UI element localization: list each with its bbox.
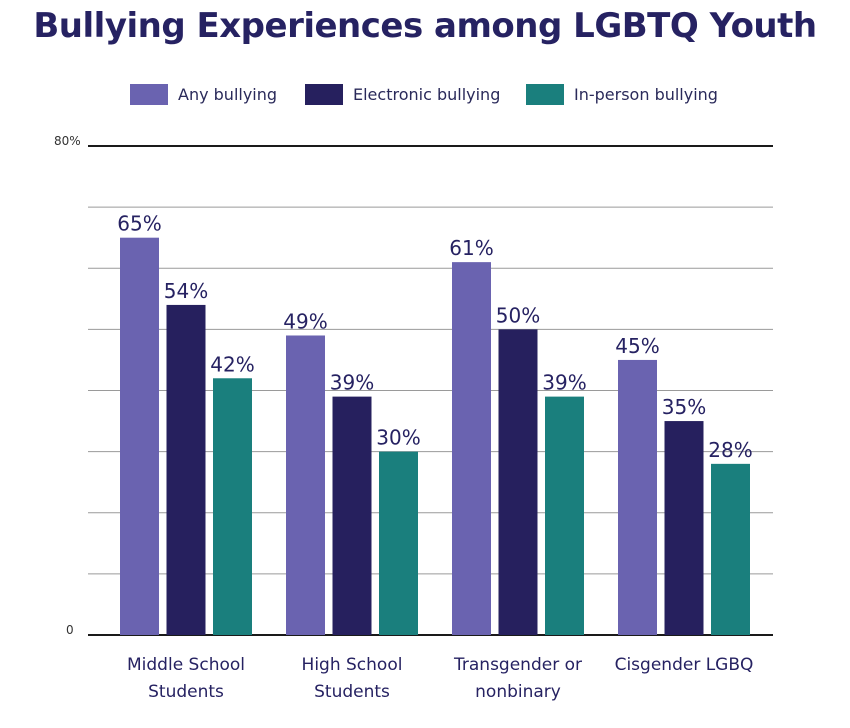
- bar-electronic: [166, 304, 206, 635]
- value-label-in-person: 42%: [210, 352, 254, 376]
- category-labels: Middle School Students High School Students…: [127, 655, 753, 702]
- value-label-any: 65%: [117, 212, 161, 236]
- y-tick-min: 0: [66, 623, 74, 637]
- value-label-in-person: 28%: [708, 438, 752, 462]
- bar-electronic: [332, 396, 372, 635]
- bar-in-person: [711, 463, 750, 635]
- category-label: High School Students: [302, 655, 403, 702]
- value-labels: 65% 54% 42% 49% 39% 30% 61% 50% 39% 45% 35%28%: [117, 212, 752, 462]
- value-label-electronic: 54%: [164, 279, 208, 303]
- category-label: Middle School Students: [127, 655, 245, 702]
- value-label-electronic: 35%: [662, 395, 706, 419]
- legend-label-any: Any bullying: [178, 84, 278, 104]
- legend-label-electronic: Electronic bullying: [353, 84, 501, 104]
- bar-any: [286, 335, 325, 635]
- value-label-electronic: 39%: [330, 371, 374, 395]
- legend: Any bullying Electronic bullying In-pers…: [0, 82, 850, 106]
- category-label: Cisgender LGBQ: [615, 655, 754, 675]
- value-label-electronic: 50%: [496, 303, 540, 327]
- value-label-in-person: 39%: [542, 371, 586, 395]
- bar-in-person: [213, 378, 252, 635]
- value-label-in-person: 30%: [376, 426, 420, 450]
- bars: [120, 237, 750, 635]
- bar-any: [618, 359, 657, 635]
- legend-item-electronic: Electronic bullying: [305, 82, 500, 106]
- bar-electronic: [498, 329, 538, 635]
- legend-label-in-person: In-person bullying: [574, 84, 718, 104]
- value-label-any: 61%: [449, 236, 493, 260]
- value-label-any: 49%: [283, 309, 327, 333]
- legend-swatch-any: [130, 83, 168, 105]
- bar-any: [120, 237, 159, 635]
- legend-item-in-person: In-person bullying: [526, 82, 718, 106]
- bar-in-person: [379, 451, 418, 635]
- legend-item-any: Any bullying: [130, 82, 277, 106]
- bar-electronic: [664, 421, 704, 635]
- value-label-any: 45%: [615, 334, 659, 358]
- bar-in-person: [545, 396, 584, 635]
- legend-swatch-in-person: [526, 83, 564, 105]
- legend-swatch-electronic: [305, 83, 343, 105]
- y-tick-max: 80%: [54, 134, 81, 148]
- category-label: Transgender or nonbinary: [453, 655, 582, 702]
- bar-any: [452, 262, 491, 635]
- chart-title: Bullying Experiences among LGBTQ Youth: [33, 6, 817, 46]
